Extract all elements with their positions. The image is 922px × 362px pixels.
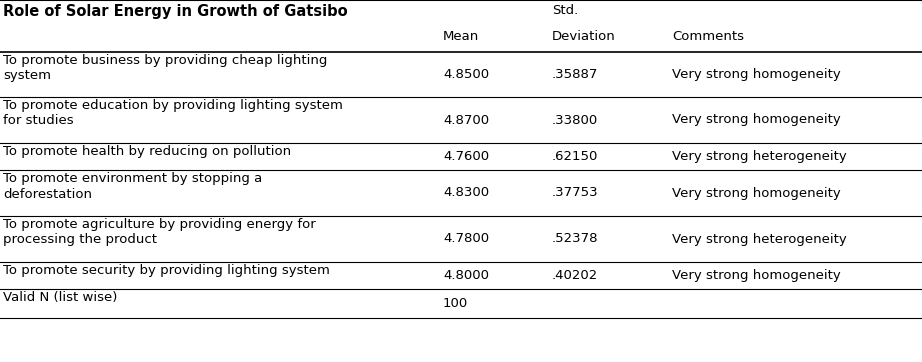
Text: Std.: Std. (552, 4, 578, 17)
Text: 4.7800: 4.7800 (443, 232, 490, 245)
Text: To promote environment by stopping a
deforestation: To promote environment by stopping a def… (3, 172, 262, 201)
Text: To promote health by reducing on pollution: To promote health by reducing on polluti… (3, 145, 291, 158)
Text: .35887: .35887 (552, 68, 598, 81)
Text: 100: 100 (443, 297, 468, 310)
Text: .37753: .37753 (552, 186, 598, 199)
Text: Very strong homogeneity: Very strong homogeneity (672, 269, 841, 282)
Text: Valid N (list wise): Valid N (list wise) (3, 291, 117, 304)
Text: To promote education by providing lighting system
for studies: To promote education by providing lighti… (3, 99, 343, 127)
Text: Very strong heterogeneity: Very strong heterogeneity (672, 150, 846, 163)
Text: Very strong homogeneity: Very strong homogeneity (672, 186, 841, 199)
Text: .40202: .40202 (552, 269, 598, 282)
Text: 4.8700: 4.8700 (443, 114, 490, 126)
Text: Deviation: Deviation (552, 30, 616, 43)
Text: .33800: .33800 (552, 114, 598, 126)
Text: .62150: .62150 (552, 150, 598, 163)
Text: Very strong homogeneity: Very strong homogeneity (672, 68, 841, 81)
Text: Role of Solar Energy in Growth of Gatsibo: Role of Solar Energy in Growth of Gatsib… (3, 4, 348, 19)
Text: Mean: Mean (443, 30, 479, 43)
Text: Comments: Comments (672, 30, 744, 43)
Text: To promote business by providing cheap lighting
system: To promote business by providing cheap l… (3, 54, 327, 83)
Text: 4.8500: 4.8500 (443, 68, 490, 81)
Text: To promote security by providing lighting system: To promote security by providing lightin… (3, 264, 330, 277)
Text: Very strong heterogeneity: Very strong heterogeneity (672, 232, 846, 245)
Text: To promote agriculture by providing energy for
processing the product: To promote agriculture by providing ener… (3, 218, 315, 247)
Text: 4.7600: 4.7600 (443, 150, 490, 163)
Text: Very strong homogeneity: Very strong homogeneity (672, 114, 841, 126)
Text: 4.8300: 4.8300 (443, 186, 490, 199)
Text: 4.8000: 4.8000 (443, 269, 489, 282)
Text: .52378: .52378 (552, 232, 598, 245)
